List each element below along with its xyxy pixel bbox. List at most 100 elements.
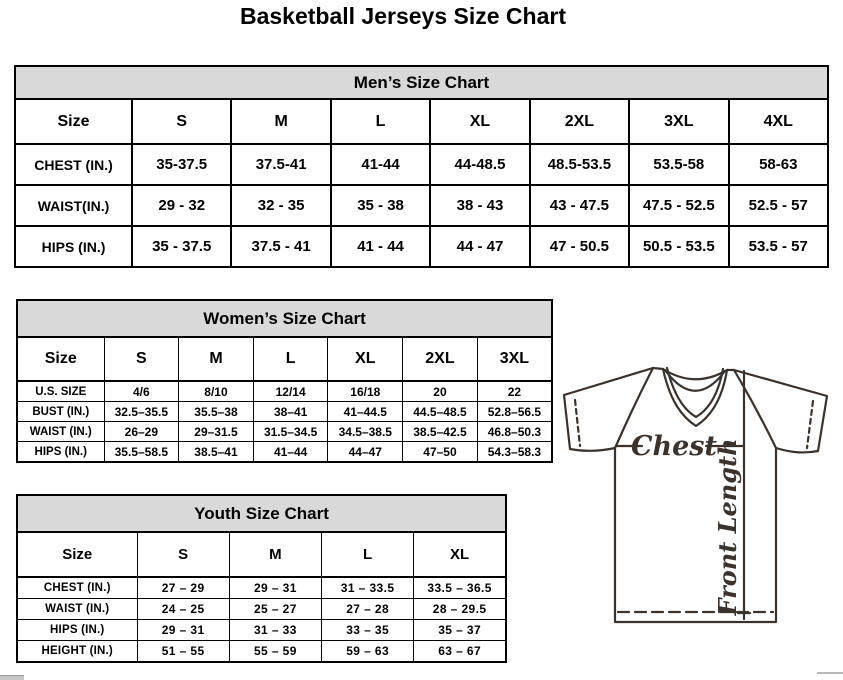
size-cell: 51 – 55 [136, 640, 230, 663]
front-length-label: Front Length [713, 438, 742, 616]
row-label: U.S. SIZE [16, 380, 105, 402]
size-cell: 47 - 50.5 [528, 225, 631, 268]
table-title: Youth Size Chart [16, 494, 507, 533]
size-cell: 29–31.5 [178, 421, 254, 442]
size-cell: 16/18 [327, 380, 404, 402]
size-cell: 27 – 28 [320, 598, 415, 620]
size-cell: 46.8–50.3 [476, 421, 553, 442]
size-cell: 25 – 27 [228, 598, 323, 620]
table-row: HIPS (IN.) 35.5–58.5 38.5–41 41–44 44–47 47–5… [16, 441, 553, 463]
column-header: XL [429, 98, 531, 145]
size-cell: 31.5–34.5 [252, 421, 329, 442]
column-header: S [136, 531, 230, 578]
size-column-label: Size [14, 98, 133, 145]
table-row: HIPS (IN.) 29 – 31 31 – 33 33 – 35 35 – 37 [16, 619, 507, 641]
size-cell: 44–47 [327, 441, 404, 463]
size-cell: 54.3–58.3 [476, 441, 553, 463]
size-column-label: Size [16, 336, 105, 382]
size-cell: 35-37.5 [130, 143, 233, 186]
size-cell: 52.8–56.5 [476, 401, 553, 422]
size-cell: 28 – 29.5 [413, 598, 507, 620]
row-label: CHEST (IN.) [16, 576, 138, 599]
table-row: HIPS (IN.) 35 - 37.5 37.5 - 41 41 - 44 44 - … [14, 225, 830, 268]
size-cell: 8/10 [178, 380, 254, 402]
row-label: HIPS (IN.) [14, 225, 133, 268]
jersey-collar-inner [665, 366, 725, 419]
jersey-left-cuff-dash [573, 398, 582, 448]
size-cell: 41 - 44 [329, 225, 432, 268]
chest-label: Chest [631, 431, 717, 462]
column-header: M [228, 531, 323, 578]
column-header: 4XL [727, 98, 830, 145]
table-row: U.S. SIZE 4/6 8/10 12/14 16/18 20 22 [16, 380, 553, 402]
size-cell: 35 – 37 [413, 619, 507, 641]
scrollbar-fragment-left [0, 675, 24, 680]
size-cell: 53.5 - 57 [727, 225, 830, 268]
size-cell: 38 - 43 [429, 184, 531, 227]
table-row: WAIST (IN.) 26–29 29–31.5 31.5–34.5 34.5–38.… [16, 421, 553, 442]
size-cell: 31 – 33 [228, 619, 323, 641]
size-cell: 44.5–48.5 [402, 401, 478, 422]
jersey-right-sleeve [732, 368, 829, 454]
column-header: 3XL [476, 336, 553, 382]
size-cell: 44 - 47 [429, 225, 531, 268]
jersey-body [613, 446, 778, 624]
table-title: Women’s Size Chart [16, 299, 553, 338]
row-label: WAIST(IN.) [14, 184, 133, 227]
row-label: HIPS (IN.) [16, 619, 138, 641]
size-cell: 35.5–58.5 [103, 441, 180, 463]
youth-size-chart: Youth Size Chart Size S M L XL CHEST (IN.) 27 –… [16, 494, 507, 663]
column-header: 3XL [628, 98, 730, 145]
table-row: WAIST (IN.) 24 – 25 25 – 27 27 – 28 28 – 29.… [16, 598, 507, 620]
size-cell: 27 – 29 [136, 576, 230, 599]
size-cell: 29 - 32 [130, 184, 233, 227]
size-cell: 34.5–38.5 [327, 421, 404, 442]
size-cell: 29 – 31 [228, 576, 323, 599]
table-row: WAIST(IN.) 29 - 32 32 - 35 35 - 38 38 - 43 43… [14, 184, 830, 227]
table-row: CHEST (IN.) 27 – 29 29 – 31 31 – 33.5 33.5 –… [16, 576, 507, 599]
size-cell: 38.5–41 [178, 441, 254, 463]
womens-size-chart: Women’s Size Chart Size S M L XL 2XL 3XL U.S. SI… [16, 299, 553, 463]
size-cell: 26–29 [103, 421, 180, 442]
jersey-collar-arc-shallow [661, 367, 729, 381]
jersey-collar-arc-deep [663, 368, 727, 392]
size-cell: 44-48.5 [429, 143, 531, 186]
jersey-measurement-diagram: Chest Front Length [550, 355, 843, 645]
size-cell: 31 – 33.5 [320, 576, 415, 599]
column-header: M [230, 98, 332, 145]
jersey-collar-outer [661, 367, 729, 428]
size-cell: 38.5–42.5 [402, 421, 478, 442]
size-cell: 20 [402, 380, 478, 402]
size-cell: 38–41 [252, 401, 329, 422]
size-cell: 50.5 - 53.5 [628, 225, 730, 268]
column-header: L [329, 98, 432, 145]
table-row: BUST (IN.) 32.5–35.5 35.5–38 38–41 41–44.5 44… [16, 401, 553, 422]
jersey-right-seam [732, 368, 778, 450]
jersey-left-seam [613, 366, 655, 450]
size-cell: 59 – 63 [320, 640, 415, 663]
column-header: L [252, 336, 329, 382]
size-cell: 37.5-41 [230, 143, 332, 186]
size-cell: 24 – 25 [136, 598, 230, 620]
size-cell: 32 - 35 [230, 184, 332, 227]
page-title: Basketball Jerseys Size Chart [239, 3, 566, 29]
column-header: 2XL [528, 98, 631, 145]
column-header: S [130, 98, 233, 145]
column-header: XL [327, 336, 404, 382]
size-cell: 29 – 31 [136, 619, 230, 641]
row-label: WAIST (IN.) [16, 421, 105, 442]
column-header: XL [413, 531, 507, 578]
jersey-right-cuff-dash [805, 399, 815, 450]
size-column-label: Size [16, 531, 138, 578]
row-label: WAIST (IN.) [16, 598, 138, 620]
size-cell: 41–44 [252, 441, 329, 463]
size-cell: 41–44.5 [327, 401, 404, 422]
column-header: L [320, 531, 415, 578]
size-cell: 33.5 – 36.5 [413, 576, 507, 599]
jersey-left-sleeve [562, 366, 655, 452]
table-row: CHEST (IN.) 35-37.5 37.5-41 41-44 44-48.5 48.… [14, 143, 830, 186]
size-cell: 4/6 [103, 380, 180, 402]
size-cell: 37.5 - 41 [230, 225, 332, 268]
size-cell: 35 - 38 [329, 184, 432, 227]
size-cell: 22 [476, 380, 553, 402]
